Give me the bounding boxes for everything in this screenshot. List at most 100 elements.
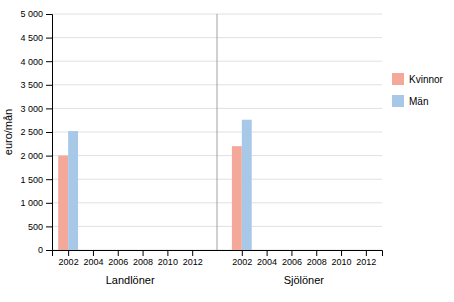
tick-mark <box>316 250 317 256</box>
legend-item: Män <box>392 95 428 107</box>
bars <box>58 120 252 250</box>
tick-label: 4 000 <box>20 57 43 67</box>
chart: 0 500 1 000 1 500 2 000 2 500 3 000 3 500 4 000 4… <box>0 0 454 302</box>
bar <box>331 250 341 251</box>
tick-mark <box>68 250 69 256</box>
tick-label: 2006 <box>282 257 302 267</box>
tick: 2002 <box>59 250 79 267</box>
bar <box>143 250 153 251</box>
tick: 5 000 <box>20 9 52 19</box>
bar <box>93 250 103 251</box>
axis-line <box>46 15 53 251</box>
tick-mark <box>93 250 94 256</box>
tick-label: 3 000 <box>20 104 43 114</box>
tick-mark <box>118 250 119 256</box>
bar <box>242 120 252 250</box>
bar <box>133 250 143 251</box>
tick: 2004 <box>257 250 277 267</box>
tick-mark <box>192 250 193 256</box>
tick-label: 1 000 <box>20 198 43 208</box>
tick: 2012 <box>183 250 203 267</box>
tick-label: 2002 <box>232 257 252 267</box>
tick-mark <box>46 179 52 180</box>
bar <box>306 250 316 251</box>
tick: 2006 <box>282 250 302 267</box>
bar <box>157 250 167 251</box>
tick-mark <box>267 250 268 256</box>
tick: 3 000 <box>20 104 52 114</box>
tick: 2010 <box>332 250 352 267</box>
tick-label: 2010 <box>332 257 352 267</box>
tick: 4 500 <box>20 33 52 43</box>
tick-label: 4 500 <box>20 33 43 43</box>
grid <box>52 14 382 250</box>
tick: 2010 <box>158 250 178 267</box>
legend-swatch <box>392 73 404 85</box>
tick-label: 2002 <box>59 257 79 267</box>
tick: 2002 <box>232 250 252 267</box>
bar <box>108 250 118 251</box>
tick-label: 5 000 <box>20 9 43 19</box>
tick-label: 2008 <box>307 257 327 267</box>
x-axis: 2002 2004 2006 2008 2010 2012 2002 2004 2006 2008… <box>53 250 383 267</box>
tick-label: 2006 <box>108 257 128 267</box>
tick: 2 500 <box>20 127 52 137</box>
legend-label: Kvinnor <box>409 74 444 85</box>
tick: 2008 <box>133 250 153 267</box>
bar <box>192 250 202 251</box>
tick-mark <box>242 250 243 256</box>
bar <box>356 250 366 251</box>
tick-mark <box>167 250 168 256</box>
tick-mark <box>46 108 52 109</box>
legend-swatch <box>392 95 404 107</box>
legend: Kvinnor Män <box>392 73 444 107</box>
bar <box>83 250 93 251</box>
tick-label: 0 <box>38 245 43 255</box>
tick-label: 2012 <box>183 257 203 267</box>
legend-label: Män <box>409 96 428 107</box>
tick: 4 000 <box>20 57 52 67</box>
bar <box>58 156 68 250</box>
tick: 2004 <box>83 250 103 267</box>
tick: 2 000 <box>20 151 52 161</box>
bar <box>232 146 242 250</box>
tick-mark <box>46 250 52 251</box>
tick-mark <box>46 226 52 227</box>
tick: 500 <box>28 222 52 232</box>
group-label: Sjölöner <box>284 274 325 286</box>
tick-mark <box>46 156 52 157</box>
tick: 2008 <box>307 250 327 267</box>
bar <box>291 250 301 251</box>
bar <box>341 250 351 251</box>
tick-label: 1 500 <box>20 175 43 185</box>
tick-mark <box>143 250 144 256</box>
tick-mark <box>46 14 52 15</box>
tick-label: 2 500 <box>20 127 43 137</box>
tick-mark <box>46 85 52 86</box>
tick-mark <box>46 132 52 133</box>
tick-label: 2008 <box>133 257 153 267</box>
bar <box>182 250 192 251</box>
tick-label: 2010 <box>158 257 178 267</box>
bar <box>257 250 267 251</box>
tick: 0 <box>38 245 52 255</box>
bar <box>167 250 177 251</box>
bar <box>267 250 277 251</box>
bar <box>118 250 128 251</box>
tick: 2006 <box>108 250 128 267</box>
tick-label: 2004 <box>83 257 103 267</box>
tick: 1 000 <box>20 198 52 208</box>
legend-item: Kvinnor <box>392 73 444 85</box>
tick: 3 500 <box>20 80 52 90</box>
axis-line <box>53 251 383 257</box>
group-separator <box>217 14 218 250</box>
tick-label: 3 500 <box>20 80 43 90</box>
bar <box>316 250 326 251</box>
plot: 0 500 1 000 1 500 2 000 2 500 3 000 3 500 4 000 4… <box>2 9 383 286</box>
bar <box>282 250 292 251</box>
group-label: Landlöner <box>106 274 155 286</box>
tick-mark <box>46 38 52 39</box>
tick-mark <box>341 250 342 256</box>
tick-label: 2012 <box>356 257 376 267</box>
tick-mark <box>366 250 367 256</box>
